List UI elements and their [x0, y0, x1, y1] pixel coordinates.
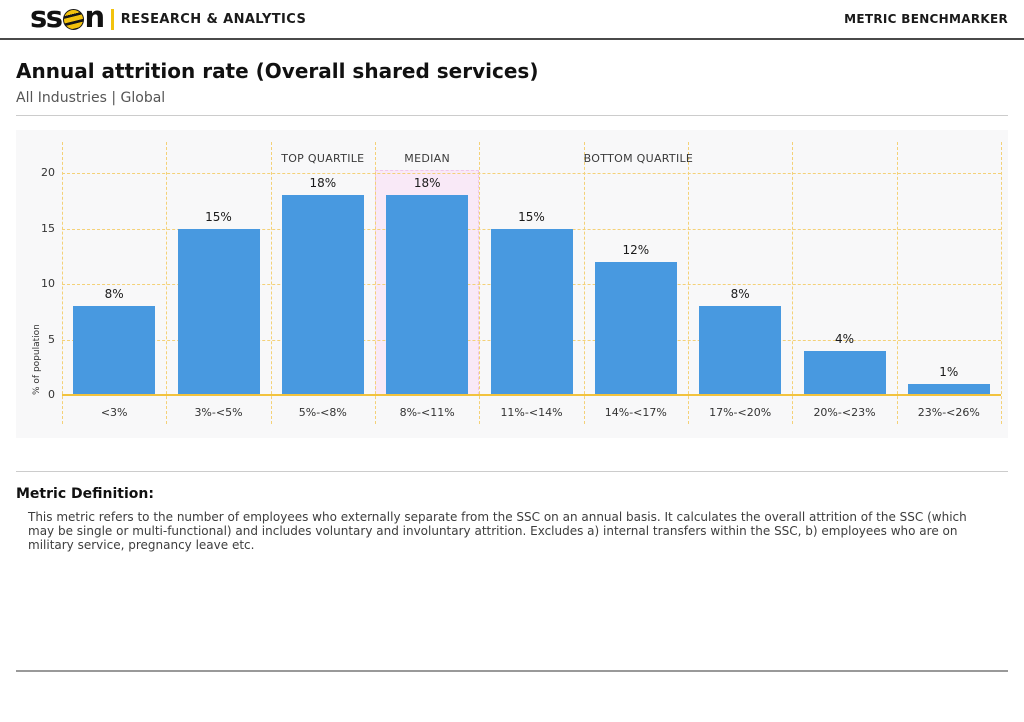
brand: ss n RESEARCH & ANALYTICS: [30, 0, 307, 34]
bar: [490, 228, 573, 395]
metric-definition-section: Metric Definition: This metric refers to…: [16, 486, 1008, 552]
x-tick-label: 20%-<23%: [813, 406, 876, 419]
v-gridline: [375, 142, 376, 424]
y-axis-label: % of population: [32, 324, 42, 395]
v-gridline: [62, 142, 63, 424]
title-divider: [16, 115, 1008, 116]
v-gridline: [1001, 142, 1002, 424]
v-gridline: [792, 142, 794, 424]
x-tick-label: 14%-<17%: [604, 406, 667, 419]
x-tick-label: 5%-<8%: [298, 406, 347, 419]
y-tick-label: 5: [48, 332, 55, 346]
bar: [803, 350, 886, 395]
quartile-label: BOTTOM QUARTILE: [583, 152, 694, 165]
v-gridline: [688, 142, 689, 424]
v-gridline: [479, 142, 481, 424]
bar-value-label: 12%: [622, 242, 650, 257]
logo-text-left: ss: [30, 0, 63, 34]
x-tick-label: 23%-<26%: [917, 406, 980, 419]
v-gridline: [896, 142, 898, 424]
y-tick-label: 10: [41, 277, 55, 290]
h-gridline: [62, 173, 1001, 174]
footer-divider: [16, 670, 1008, 672]
logo-text-right: n: [84, 0, 106, 34]
globe-icon: [62, 8, 84, 30]
y-tick-label: 20: [41, 166, 55, 179]
bar-value-label: 18%: [309, 176, 337, 191]
bar: [386, 195, 469, 395]
metric-definition-heading: Metric Definition:: [16, 486, 154, 502]
x-axis-line: [62, 394, 1001, 396]
sson-logo: ss n: [30, 0, 106, 34]
v-gridline: [270, 142, 272, 424]
brand-division-label: RESEARCH & ANALYTICS: [120, 11, 307, 27]
bar-value-label: 8%: [730, 287, 750, 302]
v-gridline: [583, 142, 585, 424]
report-main: Annual attrition rate (Overall shared se…: [0, 59, 1024, 672]
bar-value-label: 15%: [205, 209, 232, 224]
x-tick-label: 8%-<11%: [399, 406, 455, 419]
page-title: Annual attrition rate (Overall shared se…: [16, 59, 539, 83]
quartile-label: MEDIAN: [404, 152, 451, 165]
bar: [177, 228, 260, 395]
bar: [73, 306, 156, 395]
chart-divider: [16, 471, 1008, 472]
bar: [907, 383, 990, 395]
attrition-chart: 0 5 10 15 20 8% <3% 15% 3%-<5% 18% 5%-<8% 18% 8%-<11…: [16, 130, 1008, 438]
x-tick-label: 11%-<14%: [500, 406, 563, 419]
bar: [281, 195, 364, 395]
bar-value-label: 8%: [104, 287, 124, 302]
x-tick-label: 3%-<5%: [194, 406, 243, 419]
plot-area: 0 5 10 15 20 8% <3% 15% 3%-<5% 18% 5%-<8% 18% 8%-<11…: [16, 130, 1008, 438]
bar-value-label: 18%: [413, 176, 441, 191]
bar: [699, 306, 782, 395]
page-subtitle: All Industries | Global: [16, 90, 166, 106]
x-tick-label: 17%-<20%: [709, 406, 772, 419]
y-tick-label: 15: [41, 221, 55, 235]
x-tick-label: <3%: [100, 406, 128, 419]
metric-definition-body: This metric refers to the number of empl…: [28, 510, 967, 552]
bar-value-label: 15%: [518, 209, 545, 224]
bar-value-label: 1%: [939, 364, 959, 379]
app-title: METRIC BENCHMARKER: [844, 12, 1008, 26]
brand-separator: [110, 8, 114, 30]
v-gridline: [166, 142, 168, 424]
app-header: ss n RESEARCH & ANALYTICS METRIC BENCHMA…: [0, 0, 1024, 40]
bar: [594, 261, 677, 395]
quartile-label: TOP QUARTILE: [281, 152, 365, 165]
bar-value-label: 4%: [834, 331, 855, 346]
y-tick-label: 0: [48, 388, 55, 401]
